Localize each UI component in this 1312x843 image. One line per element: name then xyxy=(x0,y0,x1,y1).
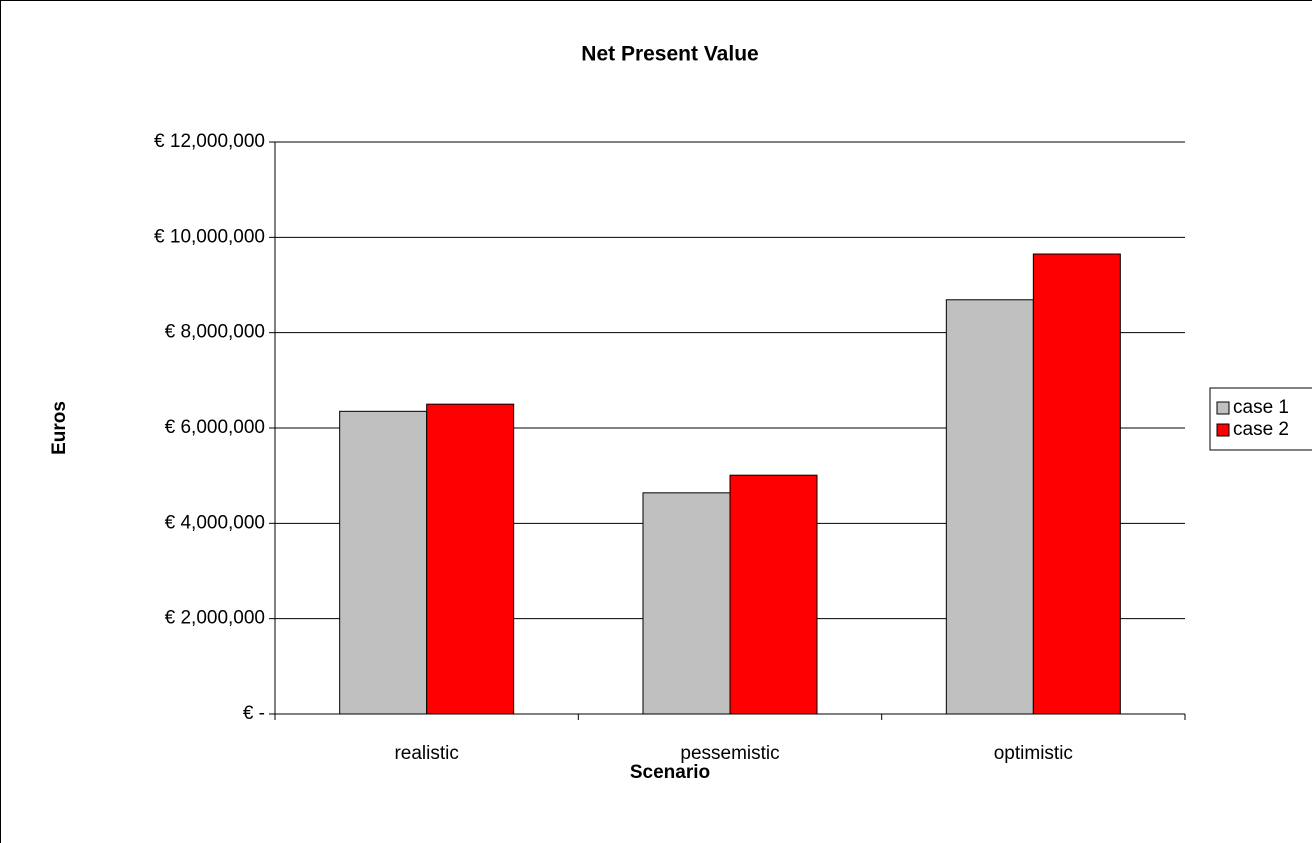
bar xyxy=(426,403,515,715)
legend-swatch xyxy=(1216,423,1230,437)
y-tick-label: € 12,000,000 xyxy=(154,131,265,152)
y-axis-title: Euros xyxy=(49,401,70,455)
y-tick-label: € - xyxy=(243,703,265,724)
y-tick-label: € 10,000,000 xyxy=(154,226,265,247)
bar xyxy=(945,299,1034,715)
y-tick-label: € 6,000,000 xyxy=(165,417,265,438)
x-tick-label: pessemistic xyxy=(680,743,779,764)
legend-box xyxy=(1209,387,1312,451)
legend-swatch xyxy=(1216,401,1230,415)
y-tick-label: € 2,000,000 xyxy=(165,608,265,629)
legend-label: case 1 xyxy=(1233,397,1289,418)
bar xyxy=(642,492,731,715)
y-tick-label: € 8,000,000 xyxy=(165,322,265,343)
legend-label: case 2 xyxy=(1233,419,1289,440)
x-tick-label: optimistic xyxy=(994,743,1073,764)
bar xyxy=(339,410,428,715)
y-tick-label: € 4,000,000 xyxy=(165,512,265,533)
bar xyxy=(1032,253,1121,715)
chart-title: Net Present Value xyxy=(581,43,758,66)
bar xyxy=(729,474,818,715)
x-tick-label: realistic xyxy=(394,743,458,764)
x-axis-title: Scenario xyxy=(630,762,710,783)
